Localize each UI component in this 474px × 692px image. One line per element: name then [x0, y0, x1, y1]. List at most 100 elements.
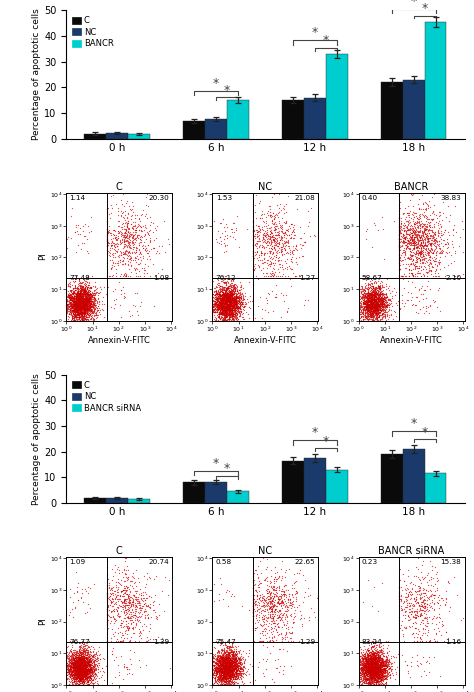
Point	[283, 616, 291, 627]
Point	[405, 265, 413, 276]
Point	[374, 658, 381, 669]
Point	[255, 232, 263, 243]
Point	[378, 304, 386, 315]
Point	[230, 313, 237, 324]
Point	[373, 297, 380, 308]
Point	[209, 672, 216, 683]
Point	[222, 293, 229, 304]
Point	[373, 668, 381, 680]
Point	[216, 298, 223, 309]
Point	[375, 303, 383, 314]
Point	[359, 654, 367, 665]
Point	[75, 295, 83, 306]
Point	[395, 226, 403, 237]
Point	[213, 657, 220, 668]
Point	[357, 284, 365, 295]
Point	[209, 660, 216, 671]
Point	[266, 222, 274, 233]
Point	[371, 301, 379, 312]
Point	[236, 659, 244, 670]
Point	[209, 304, 216, 316]
Point	[428, 235, 436, 246]
Point	[91, 300, 98, 311]
Point	[70, 316, 77, 327]
Point	[219, 662, 226, 673]
Point	[73, 657, 81, 668]
Point	[80, 655, 88, 666]
Point	[221, 655, 229, 666]
Point	[379, 678, 386, 689]
Point	[284, 247, 292, 258]
Point	[120, 240, 128, 251]
Point	[371, 672, 378, 683]
Point	[232, 668, 240, 680]
Point	[278, 594, 286, 606]
Point	[212, 285, 220, 296]
Point	[63, 227, 70, 238]
Point	[410, 229, 417, 240]
Point	[279, 597, 287, 608]
Point	[267, 235, 275, 246]
Point	[221, 667, 228, 678]
Point	[369, 662, 376, 673]
Point	[269, 599, 276, 610]
Point	[222, 314, 230, 325]
Point	[375, 311, 383, 322]
Point	[214, 650, 221, 662]
Point	[376, 288, 383, 299]
Point	[82, 291, 90, 302]
Point	[429, 573, 437, 584]
Point	[223, 666, 231, 677]
Point	[374, 662, 381, 673]
Point	[360, 668, 367, 680]
Point	[369, 307, 376, 318]
Point	[366, 670, 374, 681]
Point	[380, 291, 388, 302]
Point	[125, 230, 132, 242]
Point	[222, 289, 229, 300]
Point	[127, 594, 134, 606]
Point	[67, 316, 75, 327]
Point	[72, 657, 79, 668]
Point	[430, 189, 438, 200]
Point	[428, 597, 436, 608]
Point	[366, 308, 374, 319]
Point	[79, 226, 87, 237]
Point	[225, 642, 233, 653]
Point	[219, 304, 227, 316]
Point	[89, 650, 96, 661]
Point	[225, 585, 233, 597]
Point	[81, 310, 88, 321]
Point	[375, 293, 383, 304]
Point	[74, 662, 82, 673]
Point	[369, 304, 377, 316]
Point	[78, 302, 85, 313]
Point	[103, 228, 111, 239]
Point	[227, 671, 235, 682]
Point	[422, 203, 430, 214]
Point	[77, 661, 84, 672]
Point	[221, 671, 228, 682]
Point	[74, 295, 82, 306]
Point	[223, 295, 230, 307]
Point	[260, 616, 268, 627]
Point	[214, 659, 222, 671]
Point	[77, 667, 84, 678]
Point	[356, 670, 363, 681]
Point	[75, 646, 82, 657]
Point	[376, 271, 383, 282]
Point	[224, 286, 231, 297]
Point	[76, 301, 83, 312]
Point	[217, 303, 224, 314]
Point	[371, 668, 379, 680]
Point	[364, 658, 372, 669]
Point	[75, 295, 83, 307]
Point	[373, 657, 381, 668]
Point	[237, 662, 245, 673]
Point	[395, 240, 403, 251]
Point	[70, 666, 78, 677]
Point	[383, 299, 391, 310]
Point	[235, 646, 242, 657]
Point	[153, 610, 160, 621]
Point	[103, 226, 111, 237]
